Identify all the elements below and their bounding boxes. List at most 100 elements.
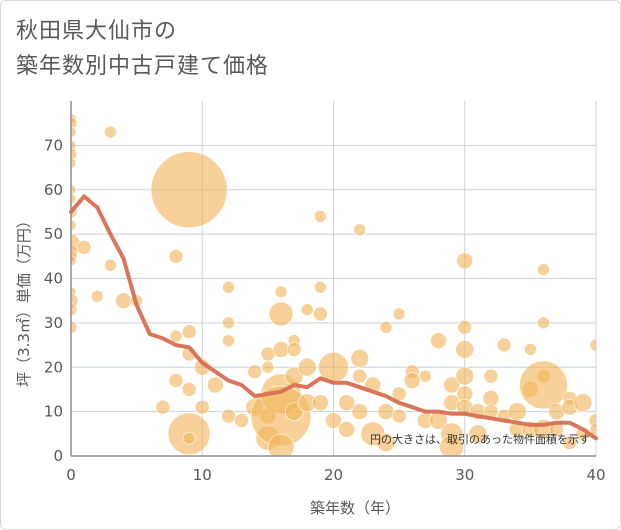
average-line-layer xyxy=(69,194,598,441)
bubble-point xyxy=(268,301,294,327)
bubble-point xyxy=(90,289,104,303)
bubble-point xyxy=(115,292,132,309)
bubble-point xyxy=(71,116,78,130)
bubble-point xyxy=(71,303,78,316)
bubble-point xyxy=(104,258,117,272)
bubble-point xyxy=(483,368,499,384)
bubble-point xyxy=(482,390,500,407)
bubble-group xyxy=(71,113,596,456)
bubble-point xyxy=(419,369,432,383)
bubble-point xyxy=(455,366,475,386)
bubble-point xyxy=(314,210,327,223)
y-tick-label: 60 xyxy=(44,181,63,199)
bubble-point xyxy=(272,341,290,358)
axes: 0 10 20 30 40 0 10 20 30 40 50 60 70 xyxy=(44,101,606,484)
bubble-point xyxy=(352,368,368,384)
bubble-point xyxy=(439,434,464,456)
bubble-point xyxy=(71,126,77,138)
y-tick-label: 50 xyxy=(44,225,63,243)
bubble-point xyxy=(261,360,275,374)
bubble-point xyxy=(300,303,314,316)
y-tick-label: 70 xyxy=(44,136,63,154)
bubble-point xyxy=(194,399,210,415)
bubble-point xyxy=(562,435,578,450)
x-tick-label: 40 xyxy=(586,466,605,484)
bubble-point xyxy=(391,408,407,424)
bubble-point xyxy=(456,252,474,270)
bubble-point xyxy=(71,147,78,161)
title-line-2: 築年数別中古戸建て価格 xyxy=(16,54,270,79)
bubble-point xyxy=(379,321,393,334)
bubble-point xyxy=(350,349,370,368)
bubble-point xyxy=(71,157,77,169)
bubble-point xyxy=(284,402,304,421)
bubble-point xyxy=(207,376,224,394)
bubble-point xyxy=(297,357,317,377)
bubble-point xyxy=(71,219,77,231)
bubble-point xyxy=(168,373,184,388)
bubble-point xyxy=(168,249,184,264)
bubble-point xyxy=(468,424,488,444)
bubble-point xyxy=(338,421,355,438)
bubble-point xyxy=(392,307,406,321)
bubble-point xyxy=(222,316,235,330)
bubble-point xyxy=(589,423,596,436)
bubble-size-note: 円の大きさは、取引のあった物件面積を示す xyxy=(370,432,590,446)
bubble-point xyxy=(457,320,473,335)
bubble-point xyxy=(312,394,329,412)
bubble-point xyxy=(325,412,342,429)
x-tick-label: 20 xyxy=(324,466,343,484)
bubble-point xyxy=(169,329,183,343)
bubble-point xyxy=(537,316,550,330)
bubble-point xyxy=(221,408,236,424)
bubble-point xyxy=(589,338,596,352)
bubble-point xyxy=(430,332,447,349)
x-tick-label: 30 xyxy=(455,466,474,484)
bubble-point xyxy=(222,281,235,294)
y-tick-label: 30 xyxy=(44,314,63,332)
y-tick-label: 10 xyxy=(44,403,63,421)
chart-title: 秋田県大仙市の 築年数別中古戸建て価格 xyxy=(16,14,269,84)
bubble-point xyxy=(403,372,421,389)
x-axis-label: 築年数（年） xyxy=(310,499,400,517)
bubble-point xyxy=(351,403,369,420)
bubble-point xyxy=(104,125,117,139)
bubble-point xyxy=(181,324,197,340)
bubble-point xyxy=(71,140,77,151)
bubble-point xyxy=(274,285,288,299)
bubble-point xyxy=(222,334,235,347)
title-line-1: 秋田県大仙市の xyxy=(16,19,178,44)
x-tick-label: 0 xyxy=(66,466,76,484)
bubble-point xyxy=(182,431,196,445)
bubble-point xyxy=(247,364,263,379)
bubble-point xyxy=(524,343,537,356)
bubble-point xyxy=(71,184,77,196)
bubble-point xyxy=(573,393,593,413)
bubble-point xyxy=(71,255,77,267)
bubble-point xyxy=(314,281,327,294)
bubble-point xyxy=(537,263,550,276)
average-price-line xyxy=(69,194,598,441)
bubble-layer xyxy=(71,113,596,456)
bubble-point xyxy=(267,433,295,456)
bubble-point xyxy=(150,151,228,229)
x-tick-label: 10 xyxy=(193,466,212,484)
bubble-point xyxy=(338,394,355,412)
bubble-point xyxy=(155,399,171,415)
bubble-point xyxy=(507,402,527,421)
bubble-point xyxy=(234,413,249,428)
bubble-point xyxy=(443,376,460,394)
y-tick-label: 20 xyxy=(44,358,63,376)
bubble-point xyxy=(496,337,512,353)
bubble-point xyxy=(71,321,78,334)
bubble-point xyxy=(519,360,568,410)
bubble-point xyxy=(71,193,77,204)
y-tick-label: 40 xyxy=(44,270,63,288)
bubble-point xyxy=(455,340,475,359)
bubble-point xyxy=(353,223,367,236)
bubble-point xyxy=(313,306,328,322)
bubble-point xyxy=(377,403,395,420)
bubble-point xyxy=(181,382,197,397)
bubble-point xyxy=(376,433,396,452)
